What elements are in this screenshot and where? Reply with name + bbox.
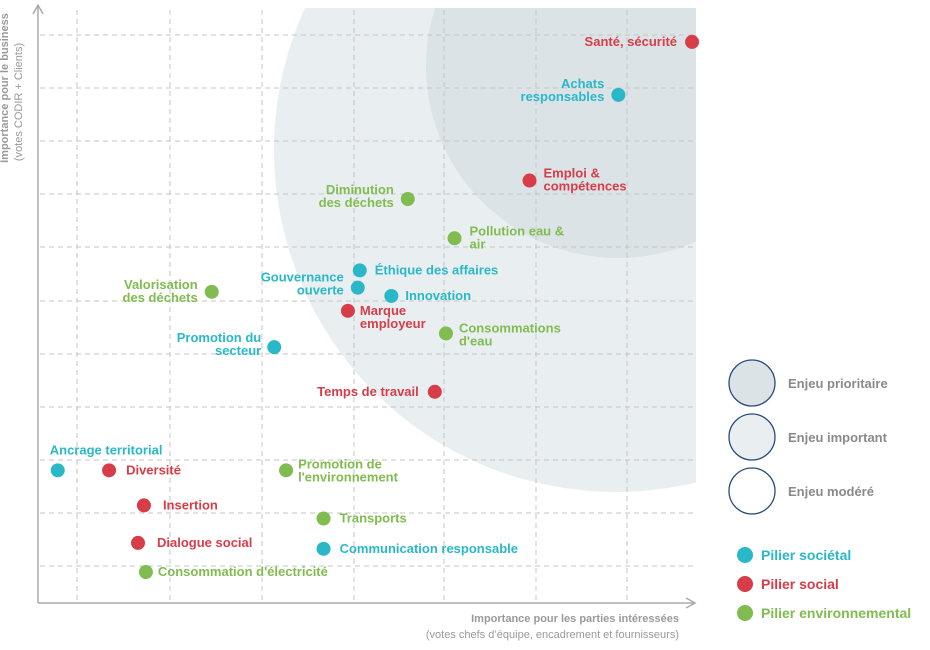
point-consommations-d-eau xyxy=(438,326,453,341)
point-transports xyxy=(316,511,331,526)
x-axis-arrow xyxy=(685,597,697,609)
point-marque-employeur xyxy=(340,303,355,318)
y-axis-title: Importance pour le business xyxy=(0,13,11,163)
point-ethique-des-affaires xyxy=(352,263,367,278)
data-points: Santé, sécurité Achats responsables Emploi … xyxy=(50,34,700,580)
point-label-achats-responsables: Achats responsables xyxy=(521,76,605,104)
point-dialogue-social xyxy=(131,535,146,550)
legend-zone-modere-label: Enjeu modéré xyxy=(788,484,874,499)
point-gouvernance-ouverte xyxy=(350,280,365,295)
point-label-consommation-d-electricite: Consommation d'électricité xyxy=(158,564,328,579)
y-axis-arrow xyxy=(32,3,44,15)
point-label-sante-securite: Santé, sécurité xyxy=(585,34,678,49)
point-label-valorisation-des-dechets: Valorisation des déchets xyxy=(123,277,198,305)
y-axis-subtitle: (votes CODIR + Clients) xyxy=(13,43,25,161)
legend-zone-modere-swatch xyxy=(728,467,776,515)
point-label-promotion-du-secteur: Promotion du secteur xyxy=(177,330,262,358)
point-label-ancrage-territorial: Ancrage territorial xyxy=(50,442,163,457)
point-valorisation-des-dechets xyxy=(204,284,219,299)
point-label-innovation: Innovation xyxy=(405,288,471,303)
legend-zone-prioritaire-swatch xyxy=(728,359,776,407)
point-label-communication-responsable: Communication responsable xyxy=(340,541,518,556)
point-label-diversite: Diversité xyxy=(126,462,181,477)
point-emploi-competences xyxy=(522,173,537,188)
point-label-emploi-competences: Emploi & compétences xyxy=(544,166,627,194)
point-label-diminution-des-dechets: Diminution des déchets xyxy=(319,182,394,210)
point-achats-responsables xyxy=(611,87,626,102)
x-axis-title: Importance pour les parties intéressées xyxy=(471,613,679,625)
point-ancrage-territorial xyxy=(50,463,65,478)
point-label-temps-de-travail: Temps de travail xyxy=(317,384,419,399)
point-label-transports: Transports xyxy=(340,511,407,526)
point-label-ethique-des-affaires: Éthique des affaires xyxy=(375,262,499,277)
legend-zone-important-label: Enjeu important xyxy=(788,430,888,445)
point-temps-de-travail xyxy=(427,384,442,399)
point-communication-responsable xyxy=(316,541,331,556)
point-label-gouvernance-ouverte: Gouvernance ouverte xyxy=(261,270,344,298)
point-diminution-des-dechets xyxy=(400,191,415,206)
point-pollution-eau-air xyxy=(447,231,462,246)
legend-pillar-social-dot xyxy=(737,576,753,592)
point-label-dialogue-social: Dialogue social xyxy=(157,535,252,550)
legend-pillar-social-label: Pilier social xyxy=(761,576,839,592)
point-label-marque-employeur: Marque employeur xyxy=(360,303,426,331)
legend-zone-important-swatch xyxy=(728,413,776,461)
point-sante-securite xyxy=(685,34,700,49)
point-diversite xyxy=(102,463,117,478)
point-consommation-d-electricite xyxy=(138,565,153,580)
point-label-consommations-d-eau: Consommations d'eau xyxy=(459,320,561,348)
zone-prioritaire xyxy=(426,8,696,258)
legend-pillar-societal-label: Pilier sociétal xyxy=(761,547,851,563)
legend-pillar-environnemental-label: Pilier environnemental xyxy=(761,605,911,621)
legend-zones: Enjeu prioritaire Enjeu important Enjeu … xyxy=(728,359,888,515)
point-label-insertion: Insertion xyxy=(163,497,218,512)
point-innovation xyxy=(384,288,399,303)
point-insertion xyxy=(136,498,151,513)
point-label-pollution-eau-air: Pollution eau & air xyxy=(470,223,565,251)
point-label-promotion-de-l-environnement: Promotion de l'environnement xyxy=(298,456,399,484)
legend-zone-prioritaire-label: Enjeu prioritaire xyxy=(788,376,888,391)
point-promotion-du-secteur xyxy=(267,340,282,355)
legend-pillar-environnemental-dot xyxy=(737,605,753,621)
x-axis-subtitle: (votes chefs d’équipe, encadrement et fo… xyxy=(426,629,679,641)
legend-pillar-societal-dot xyxy=(737,547,753,563)
legend-pillars: Pilier sociétal Pilier social Pilier env… xyxy=(737,547,911,621)
priority-zones xyxy=(274,8,696,492)
axes xyxy=(32,3,697,609)
point-promotion-de-l-environnement xyxy=(279,463,294,478)
